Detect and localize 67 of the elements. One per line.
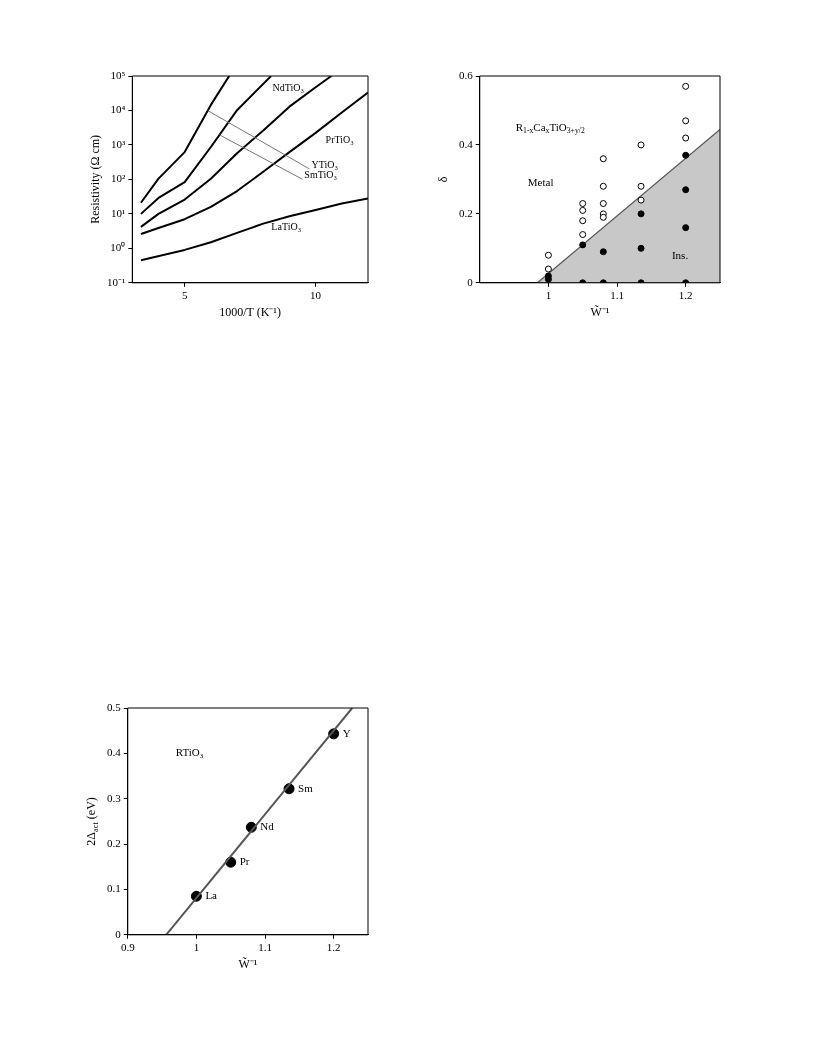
- annotation: La: [205, 889, 218, 902]
- series-label: LaTiO₃: [271, 220, 302, 232]
- point: [579, 200, 587, 208]
- point: [579, 217, 587, 225]
- point: [579, 206, 587, 214]
- x-tick-label: 10: [310, 289, 322, 302]
- y-axis-title: 2Δact (eV): [83, 797, 100, 846]
- y-tick-label: 10¹: [110, 206, 126, 219]
- point: [637, 210, 645, 218]
- series-label: PrTiO₃: [325, 133, 354, 145]
- y-tick-label: 10²: [110, 172, 126, 185]
- y-tick-label: 0: [467, 275, 474, 288]
- point: [682, 224, 690, 232]
- y-tick-label: 10⁵: [110, 68, 126, 81]
- x-tick-label: 1: [545, 289, 552, 302]
- text: SmTiO₃: [304, 168, 337, 180]
- annotation: Sm: [298, 781, 314, 794]
- point: [637, 182, 645, 190]
- y-tick-label: 10⁻¹: [106, 275, 126, 288]
- y-tick-label: 0.2: [107, 836, 121, 849]
- x-tick-label: 1: [193, 941, 200, 954]
- y-tick-label: 0.2: [459, 206, 473, 219]
- point: [599, 200, 607, 208]
- y-tick-label: 10³: [110, 137, 126, 150]
- annotation: RTiO₃: [175, 746, 204, 759]
- x-tick-label: 0.9: [120, 941, 136, 954]
- x-tick-label: 5: [181, 289, 188, 302]
- x-axis-title: 1000/T (K⁻¹): [219, 304, 281, 319]
- point: [682, 82, 690, 90]
- point: [682, 186, 690, 194]
- point: [599, 182, 607, 190]
- point: [682, 151, 690, 159]
- y-tick-label: 10⁴: [110, 103, 126, 116]
- y-tick-label: 0.4: [107, 746, 122, 759]
- x-tick-label: 1.2: [326, 941, 341, 954]
- y-tick-label: 10⁰: [110, 241, 126, 254]
- x-tick-label: 1.1: [610, 289, 624, 302]
- y-tick-label: 0: [115, 927, 122, 940]
- annotation: Metal: [527, 176, 554, 189]
- x-axis-title: W̃⁻¹: [238, 956, 258, 971]
- point: [637, 141, 645, 149]
- point: [544, 265, 552, 273]
- y-tick-label: 0.5: [107, 700, 122, 713]
- point: [579, 231, 587, 239]
- annotation: Nd: [260, 820, 275, 833]
- x-tick-label: 1.2: [678, 289, 693, 302]
- y-tick-label: 0.6: [459, 68, 474, 81]
- y-tick-label: 0.4: [459, 137, 474, 150]
- annotation: Pr: [239, 855, 250, 868]
- text: YTiO₃: [311, 158, 338, 170]
- y-axis-title: δ: [435, 176, 450, 183]
- point: [544, 251, 552, 259]
- point: [682, 134, 690, 142]
- point: [599, 248, 607, 256]
- series-label: NdTiO₃: [272, 82, 305, 94]
- y-axis-title: Resistivity (Ω cm): [88, 134, 103, 224]
- point: [637, 196, 645, 204]
- x-tick-label: 1.1: [258, 941, 272, 954]
- point: [682, 117, 690, 125]
- y-tick-label: 0.1: [107, 882, 121, 895]
- annotation: Y: [342, 726, 351, 739]
- point: [599, 155, 607, 163]
- y-tick-label: 0.3: [107, 791, 122, 804]
- point: [637, 244, 645, 252]
- point: [579, 241, 587, 249]
- x-axis-title: W̃⁻¹: [590, 304, 610, 319]
- annotation: Ins.: [671, 248, 689, 261]
